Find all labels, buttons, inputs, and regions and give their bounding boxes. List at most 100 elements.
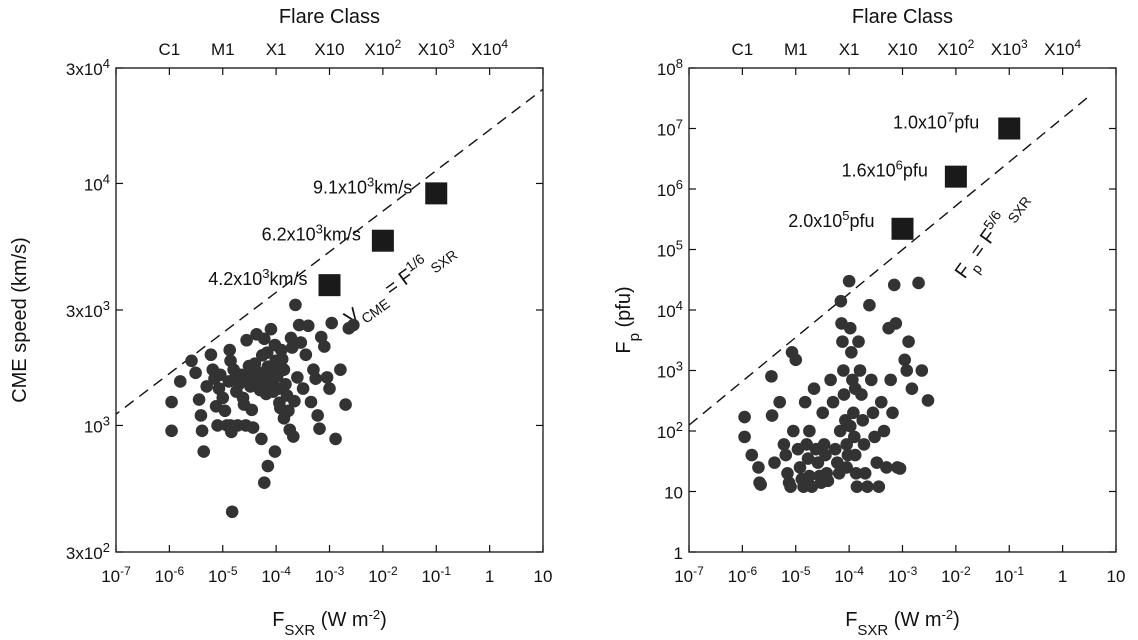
flare-class-tick-label: X104 <box>471 37 508 59</box>
data-point <box>912 276 925 290</box>
data-point <box>847 406 860 420</box>
data-point <box>900 364 914 377</box>
data-point <box>311 409 324 422</box>
y-tick-label: 103 <box>84 413 110 437</box>
data-point <box>214 368 227 382</box>
x-axis-label: FSXR (W m-2) <box>272 607 387 639</box>
data-point <box>232 377 246 391</box>
data-point <box>255 432 268 446</box>
data-point <box>165 424 178 438</box>
y-tick-label: 105 <box>657 237 683 261</box>
data-point <box>765 409 779 422</box>
x-tick-label: 10-3 <box>888 564 918 586</box>
data-point <box>292 318 306 332</box>
data-point <box>240 333 253 347</box>
data-point <box>842 274 856 288</box>
data-point <box>223 343 237 357</box>
data-point <box>752 461 765 474</box>
data-point <box>313 422 326 435</box>
x-tick-label: 10-6 <box>155 564 185 586</box>
data-point <box>294 336 308 349</box>
data-point <box>803 469 816 483</box>
y-axis-label: Fp (pfu) <box>613 286 643 353</box>
data-point <box>830 456 844 469</box>
data-point <box>754 478 767 491</box>
x-tick-label: 10 <box>534 567 553 586</box>
data-point <box>837 388 851 401</box>
data-point <box>325 316 339 330</box>
data-point <box>816 406 830 420</box>
data-point <box>784 480 797 494</box>
plot-frame <box>115 67 544 553</box>
data-point <box>915 364 929 377</box>
flare-class-tick-label: X103 <box>991 37 1028 59</box>
data-point <box>848 448 862 462</box>
x-tick-label: 1 <box>1058 567 1067 586</box>
data-point <box>261 459 275 473</box>
x-tick-label: 10-6 <box>728 564 758 586</box>
data-point <box>880 461 893 474</box>
data-point <box>738 410 751 424</box>
top-axis-label: Flare Class <box>279 6 380 28</box>
extreme-event-marker <box>318 274 341 297</box>
data-point <box>868 430 881 444</box>
data-point <box>296 382 310 395</box>
data-point <box>264 322 278 336</box>
data-point <box>781 466 794 480</box>
x-tick-label: 10-4 <box>834 564 864 586</box>
data-point <box>872 480 886 494</box>
data-point <box>304 395 318 409</box>
x-tick-label: 10-1 <box>994 564 1024 586</box>
data-point <box>801 452 815 465</box>
scaling-law-label: Fp = F5/6SXR <box>948 184 1035 286</box>
data-point <box>848 382 862 396</box>
data-point <box>287 430 300 443</box>
data-point <box>216 391 230 405</box>
data-point <box>288 394 301 408</box>
data-point <box>798 395 812 409</box>
flare-class-tick-label: X102 <box>364 37 401 59</box>
x-tick-label: 10 <box>1107 567 1126 586</box>
data-point <box>800 438 813 451</box>
data-point <box>339 398 352 411</box>
x-tick-label: 1 <box>485 567 494 586</box>
data-point <box>257 476 271 490</box>
data-point <box>274 343 288 357</box>
y-tick-label: 104 <box>84 171 110 195</box>
data-point <box>192 393 206 406</box>
data-point <box>893 462 907 475</box>
data-point <box>738 430 751 444</box>
extreme-event-marker <box>944 165 967 188</box>
y-tick-label: 108 <box>657 56 683 80</box>
x-tick-label: 10-2 <box>368 564 398 586</box>
data-point <box>318 340 331 353</box>
data-point <box>246 421 260 434</box>
data-point <box>301 319 315 333</box>
data-point <box>834 294 848 308</box>
flare-class-tick-label: X103 <box>418 37 455 59</box>
data-point <box>887 278 901 292</box>
data-point <box>858 466 872 480</box>
data-point <box>877 424 891 438</box>
data-point <box>284 331 298 345</box>
data-point <box>856 414 870 427</box>
x-tick-label: 10-2 <box>941 564 971 586</box>
data-point <box>803 424 816 438</box>
data-point <box>847 430 861 444</box>
y-axis-label: CME speed (km/s) <box>9 237 31 403</box>
scaling-law-line <box>689 93 1093 426</box>
data-point <box>768 456 781 469</box>
extreme-event-marker <box>371 229 394 252</box>
flare-class-tick-label: M1 <box>784 40 808 59</box>
y-tick-label: 3x103 <box>66 298 110 322</box>
data-point <box>805 480 819 494</box>
data-point <box>225 505 239 519</box>
data-point <box>347 318 360 332</box>
data-point <box>853 364 867 377</box>
data-point <box>843 321 857 335</box>
data-point <box>260 346 274 359</box>
data-point <box>189 366 202 380</box>
data-point <box>211 419 224 432</box>
data-point <box>793 461 807 474</box>
